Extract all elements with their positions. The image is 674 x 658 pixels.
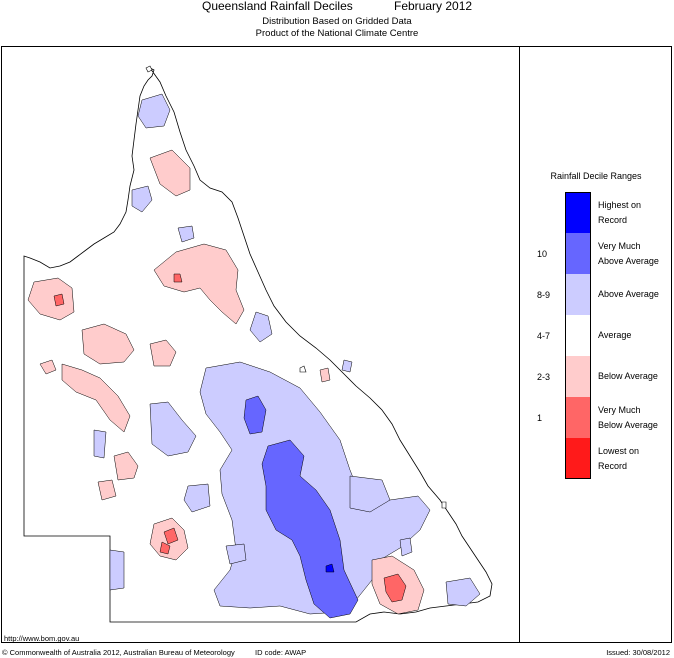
footer-copyright: © Commonwealth of Australia 2012, Austra… (2, 648, 235, 657)
legend-label-lowest-on-record: Lowest on Record (598, 446, 640, 471)
legend-swatch-very-much-above (565, 233, 591, 274)
footer-url: http://www.bom.gov.au (4, 634, 80, 643)
map-period: February 2012 (394, 0, 473, 13)
legend-label-very-much-below: Very Much Below Average (598, 405, 658, 430)
legend-swatch-highest-on-record (565, 192, 591, 233)
legend-swatch-above (565, 274, 591, 315)
footer-issued: Issued: 30/08/2012 (606, 648, 670, 657)
islands (145, 65, 447, 509)
legend-divider (519, 46, 520, 643)
legend-range-10: 10 (537, 249, 548, 259)
map-title: Queensland Rainfall Deciles (202, 0, 353, 13)
legend-swatch-very-much-below (565, 397, 591, 438)
legend-label-very-much-above: Very Much Above Average (598, 241, 659, 266)
legend-label-average: Average (598, 330, 632, 340)
very-much-below-average-areas (53, 273, 407, 603)
subtitle-product: Product of the National Climate Centre (255, 28, 419, 39)
highest-on-record-area (325, 563, 335, 573)
footer-id-code: ID code: AWAP (255, 648, 307, 657)
legend-swatch-average (565, 315, 591, 356)
legend-swatch-below (565, 356, 591, 397)
legend-range-4-7: 4-7 (537, 331, 551, 341)
legend-label-above: Above Average (598, 289, 659, 299)
legend-range-1: 1 (537, 413, 543, 423)
legend-title: Rainfall Decile Ranges (550, 171, 642, 181)
legend-swatch-lowest-on-record (565, 438, 591, 479)
title-row: Queensland Rainfall Deciles February 201… (0, 0, 674, 14)
very-much-above-average-areas (243, 395, 359, 619)
subtitle-distribution: Distribution Based on Gridded Data (262, 16, 412, 27)
legend-label-highest-on-record: Highest on Record (598, 200, 642, 225)
legend-range-8-9: 8-9 (537, 290, 551, 300)
legend-label-below: Below Average (598, 371, 658, 381)
map-frame (1, 46, 672, 643)
legend-range-2-3: 2-3 (537, 372, 551, 382)
queensland-map (23, 65, 493, 623)
